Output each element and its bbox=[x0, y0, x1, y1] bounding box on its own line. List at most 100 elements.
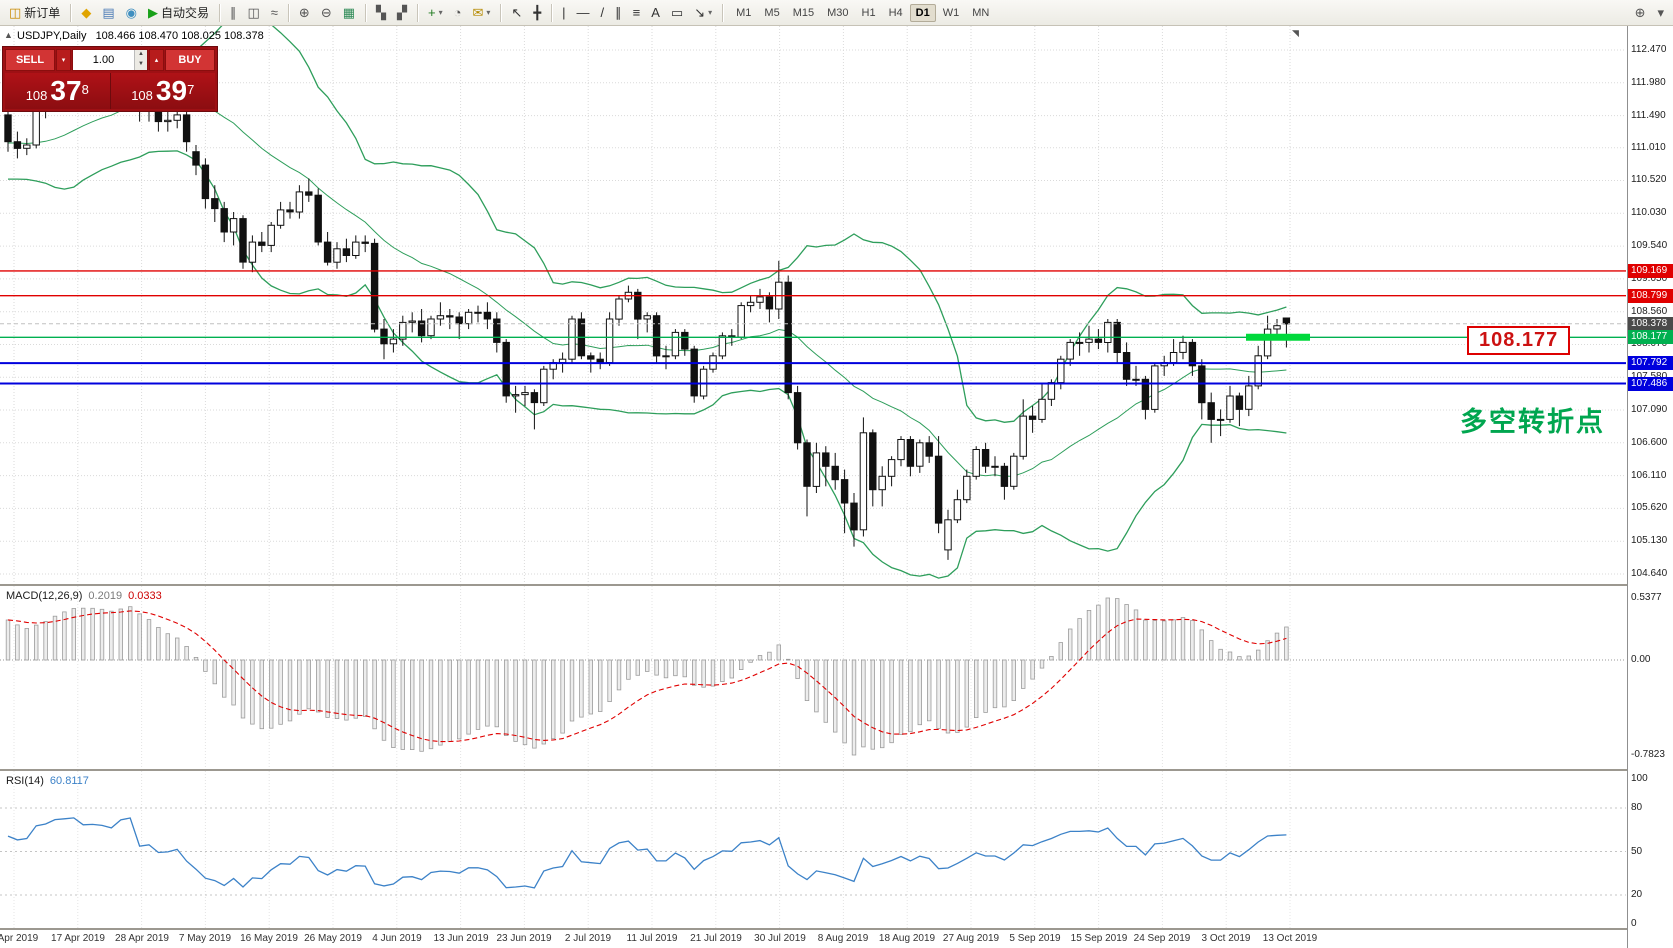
date-label: 26 May 2019 bbox=[304, 933, 362, 944]
text-tool-icon[interactable]: A bbox=[646, 3, 665, 23]
chart-title: USDJPY,Daily 108.466 108.470 108.025 108… bbox=[17, 30, 264, 42]
buy-button[interactable]: BUY bbox=[165, 49, 215, 71]
volume-value: 1.00 bbox=[92, 54, 115, 66]
grid-icon[interactable]: ▦ bbox=[338, 3, 360, 23]
zoom-out-icon[interactable]: ⊖ bbox=[316, 3, 337, 23]
price-chart[interactable] bbox=[0, 26, 1626, 584]
chart-shift-marker[interactable]: ◥ bbox=[1292, 28, 1299, 38]
data-window-icon[interactable]: ▤ bbox=[97, 3, 119, 23]
panel-separator[interactable] bbox=[0, 584, 1673, 587]
rsi-line bbox=[7, 817, 1287, 889]
date-label: 30 Jul 2019 bbox=[754, 933, 806, 944]
label-tool-icon[interactable]: ▭ bbox=[666, 3, 688, 23]
crosshair-tool-icon[interactable]: ╋ bbox=[528, 3, 546, 23]
price-tick-label: 109.540 bbox=[1631, 240, 1668, 251]
toolbar-right-group: ⊕ ▾ bbox=[1630, 3, 1669, 23]
price-tag-107792: 107.792 bbox=[1628, 356, 1673, 370]
fibonacci-tool-icon[interactable]: ≡ bbox=[628, 3, 646, 23]
timeframe-m15[interactable]: M15 bbox=[787, 4, 820, 22]
bar-chart-icon-glyph: ∥ bbox=[229, 5, 237, 20]
timeframe-m5[interactable]: M5 bbox=[758, 4, 785, 22]
toolbar-separator bbox=[70, 3, 72, 22]
price-tick-label: 106.110 bbox=[1631, 470, 1667, 481]
volume-down-icon[interactable]: ▼ bbox=[135, 60, 147, 70]
zoom-in-icon[interactable]: ⊕ bbox=[294, 3, 315, 23]
macd-name: MACD(12,26,9) bbox=[6, 590, 83, 602]
buy-options-button[interactable]: ▴ bbox=[149, 49, 164, 71]
sell-price-button[interactable]: 108 37 8 bbox=[5, 73, 111, 109]
tile-windows-icon[interactable]: ▚ bbox=[371, 3, 391, 23]
date-label: 5 Sep 2019 bbox=[1009, 933, 1061, 944]
timeframe-h4[interactable]: H4 bbox=[883, 4, 909, 22]
hline-tool-icon[interactable]: — bbox=[572, 3, 595, 23]
data-window-icon-glyph: ▤ bbox=[102, 5, 115, 20]
price-tick-label: 106.600 bbox=[1631, 437, 1668, 448]
volume-up-icon[interactable]: ▲ bbox=[135, 50, 147, 60]
macd-chart[interactable] bbox=[0, 586, 1626, 769]
timeframe-m30[interactable]: M30 bbox=[821, 4, 854, 22]
volume-input[interactable]: 1.00 ▲ ▼ bbox=[72, 49, 148, 71]
hline-tool-icon-glyph: — bbox=[576, 5, 590, 20]
channel-tool-icon-glyph: ∥ bbox=[615, 5, 622, 20]
bid-big-digits: 37 bbox=[50, 75, 82, 106]
timeframe-m1[interactable]: M1 bbox=[730, 4, 757, 22]
date-label: 21 Jul 2019 bbox=[690, 933, 742, 944]
price-callout-label[interactable]: 108.177 bbox=[1467, 326, 1571, 355]
date-label: 24 Sep 2019 bbox=[1133, 933, 1191, 944]
toolbar-separator bbox=[500, 3, 502, 22]
timeframe-d1[interactable]: D1 bbox=[909, 3, 936, 22]
navigator-icon[interactable]: ◉ bbox=[121, 3, 142, 23]
trendline-tool-icon[interactable]: / bbox=[596, 3, 610, 23]
add-indicator-button[interactable]: + ▾ bbox=[423, 3, 448, 23]
sell-options-button[interactable]: ▾ bbox=[56, 49, 71, 71]
price-tag-107486: 107.486 bbox=[1628, 377, 1673, 391]
period-clock-icon[interactable]: ◔ bbox=[449, 3, 467, 23]
price-scale[interactable]: 112.470 111.980 111.490 111.010 110.520 110.0… bbox=[1627, 26, 1673, 948]
date-label: 15 Sep 2019 bbox=[1070, 933, 1128, 944]
new-order-button[interactable]: ◫ 新订单 bbox=[4, 3, 65, 23]
chart-ohlc-values: 108.466 108.470 108.025 108.378 bbox=[95, 30, 264, 42]
main-toolbar: ◫ 新订单 ◆ ▤ ◉ ▶ 自动交易 ∥ ◫ ≈ ⊕ ⊖ ▦ ▚ ▞ + ▾ ◔ ✉ ▾ ↖ ╋ | — / ∥ ≡ A ▭ ↘ ▾ M1 M5… bbox=[0, 0, 1673, 26]
sell-button[interactable]: SELL bbox=[5, 49, 55, 71]
rsi-axis-label: 20 bbox=[1631, 889, 1643, 900]
price-tick-label: 107.580 bbox=[1631, 371, 1667, 382]
annotation-text-cn[interactable]: 多空转折点 bbox=[1460, 407, 1605, 437]
dropdown-arrow-icon: ▾ bbox=[708, 8, 713, 17]
market-depth-icon[interactable]: ◆ bbox=[76, 3, 96, 23]
channel-tool-icon[interactable]: ∥ bbox=[610, 3, 627, 23]
line-chart-icon[interactable]: ≈ bbox=[266, 3, 283, 23]
search-zoom-icon[interactable]: ⊕ bbox=[1630, 3, 1651, 23]
timeframe-mn[interactable]: MN bbox=[966, 4, 995, 22]
rsi-chart[interactable] bbox=[0, 771, 1626, 928]
price-tag-108799: 108.799 bbox=[1628, 289, 1673, 303]
toolbar-options-icon-glyph: ▾ bbox=[1657, 5, 1664, 20]
date-axis[interactable]: 8 Apr 2019 17 Apr 2019 28 Apr 2019 7 May 20… bbox=[0, 930, 1626, 948]
toolbar-separator bbox=[365, 3, 367, 22]
macd-signal-value: 0.0333 bbox=[128, 590, 162, 602]
toolbar-separator bbox=[287, 3, 289, 22]
price-tick-label: 104.640 bbox=[1631, 568, 1668, 579]
cascade-windows-icon[interactable]: ▞ bbox=[392, 3, 412, 23]
mailbox-icon[interactable]: ✉ ▾ bbox=[467, 3, 495, 23]
one-click-trading-panel: SELL ▾ 1.00 ▲ ▼ ▴ BUY 108 37 8 108 39 7 bbox=[2, 46, 218, 112]
price-tick-label: 112.470 bbox=[1631, 44, 1667, 55]
vline-tool-icon[interactable]: | bbox=[557, 3, 570, 23]
auto-trading-button[interactable]: ▶ 自动交易 bbox=[143, 3, 214, 23]
cursor-tool-icon[interactable]: ↖ bbox=[506, 3, 527, 23]
timeframe-h1[interactable]: H1 bbox=[856, 4, 882, 22]
candlestick-chart-icon[interactable]: ◫ bbox=[242, 3, 264, 23]
macd-axis-label: -0.7823 bbox=[1631, 749, 1665, 760]
arrow-tool-icon[interactable]: ↘ ▾ bbox=[689, 3, 717, 23]
price-tick-label: 105.620 bbox=[1631, 502, 1668, 513]
trade-panel-collapse-icon[interactable]: ▲ bbox=[4, 30, 13, 40]
dropdown-arrow-icon: ▾ bbox=[486, 8, 491, 17]
toolbar-options-icon[interactable]: ▾ bbox=[1652, 3, 1669, 23]
volume-spinner[interactable]: ▲ ▼ bbox=[134, 50, 147, 70]
price-tick-label: 111.980 bbox=[1631, 77, 1666, 88]
bar-chart-icon[interactable]: ∥ bbox=[225, 3, 242, 23]
timeframe-w1[interactable]: W1 bbox=[937, 4, 966, 22]
panel-separator[interactable] bbox=[0, 769, 1673, 772]
label-tool-icon-glyph: ▭ bbox=[670, 5, 684, 20]
buy-price-button[interactable]: 108 39 7 bbox=[110, 73, 215, 109]
